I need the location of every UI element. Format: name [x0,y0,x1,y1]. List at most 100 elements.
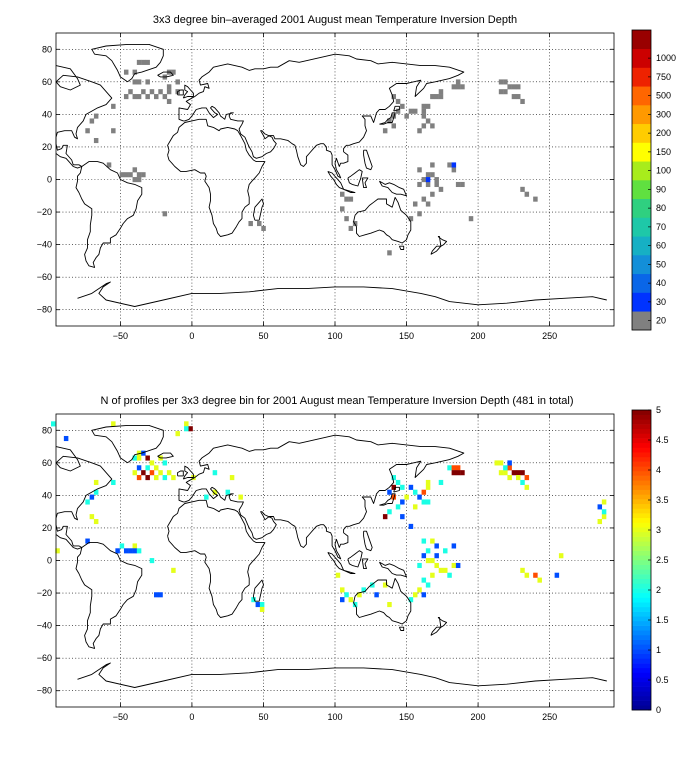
heatmap-cell [554,572,560,578]
coastline [177,470,184,477]
heatmap-cell [520,479,525,486]
heatmap-cell [89,494,95,500]
colorbar-segment [632,545,651,551]
coastline [182,465,194,480]
colorbar-segment [632,597,651,603]
colorbar-label: 4 [656,465,661,475]
bottom-axis-ticks: −50 0 50 100 150 200 250 −80 −60 −40 −20 0 20 40 60 80 [37,414,614,722]
heatmap-cell [171,69,176,75]
colorbar-segment [632,447,651,453]
colorbar-segment [632,123,651,143]
heatmap-cell [391,484,397,490]
colorbar-segment [632,30,651,50]
heatmap-cell [503,89,508,95]
colorbar-segment [632,630,651,636]
heatmap-cell [50,421,56,427]
heatmap-cell [425,177,431,183]
y-tick-label: −80 [37,305,52,315]
colorbar-label: 0.5 [656,675,669,685]
top-panel: 3x3 degree bin–averaged 2001 August mean… [37,14,676,341]
heatmap-cell [141,172,146,178]
heatmap-cell [430,191,435,197]
coastline [430,626,442,636]
heatmap-cell [123,94,129,100]
heatmap-cell [395,479,401,486]
heatmap-cell [412,201,418,207]
coastline [55,65,113,169]
y-tick-label: −20 [37,588,52,598]
x-tick-label: 50 [258,331,268,341]
heatmap-cell [451,162,457,168]
heatmap-cell [93,137,99,144]
heatmap-cell [141,59,146,65]
colorbar-segment [632,695,651,701]
colorbar-segment [632,649,651,655]
heatmap-cell [421,553,427,559]
heatmap-cell [136,455,142,461]
heatmap-cell [382,128,388,134]
heatmap-cell [85,499,90,505]
heatmap-cell [166,98,172,105]
colorbar-segment [632,475,651,481]
bottom-grid [56,414,614,707]
colorbar-segment [632,48,651,68]
heatmap-cell [421,577,427,583]
colorbar-segment [632,635,651,640]
heatmap-cell [158,89,163,95]
heatmap-cell [261,225,266,231]
colorbar-segment [632,583,651,589]
heatmap-cell [225,489,231,495]
heatmap-cell [455,79,461,85]
heatmap-cell [408,108,414,114]
heatmap-cell [425,499,431,505]
heatmap-cell [597,504,603,510]
heatmap-cell [460,470,465,476]
heatmap-cell [136,172,142,178]
heatmap-cell [335,572,341,578]
heatmap-cell [340,587,345,593]
heatmap-cell [212,489,218,495]
colorbar-segment [632,428,651,434]
heatmap-cell [434,543,439,549]
coastline [393,105,400,112]
top-heatmap-cells [85,59,538,256]
heatmap-cell [520,567,525,573]
x-tick-label: 0 [189,331,194,341]
heatmap-cell [417,167,422,173]
heatmap-cell [417,494,422,500]
colorbar-segment [632,480,651,486]
colorbar-label: 1 [656,645,661,655]
colorbar-label: 4.5 [656,435,669,445]
heatmap-cell [154,94,159,100]
colorbar-segment [632,667,651,673]
heatmap-cell [430,162,435,168]
heatmap-cell [89,118,95,124]
heatmap-cell [175,79,180,85]
colorbar-segment [632,161,651,181]
heatmap-cell [507,84,512,90]
coastline [167,118,266,237]
heatmap-cell [430,538,435,544]
heatmap-cell [443,567,448,573]
x-tick-label: 200 [471,712,486,722]
colorbar-label: 0 [656,705,661,715]
colorbar-segment [632,419,651,425]
heatmap-cell [162,211,168,217]
colorbar-segment [632,489,651,495]
colorbar-segment [632,452,651,458]
heatmap-cell [136,475,142,481]
colorbar-segment [632,602,651,608]
colorbar-label: 200 [656,128,671,138]
heatmap-cell [451,543,457,549]
heatmap-cell [438,567,444,573]
heatmap-cell [149,558,155,564]
colorbar-segment [632,681,651,687]
colorbar-label: 50 [656,259,666,269]
coastline [437,617,448,628]
heatmap-cell [447,572,452,578]
heatmap-cell [597,518,603,525]
coastline [379,493,396,506]
heatmap-cell [498,470,504,476]
x-tick-label: −50 [113,712,128,722]
